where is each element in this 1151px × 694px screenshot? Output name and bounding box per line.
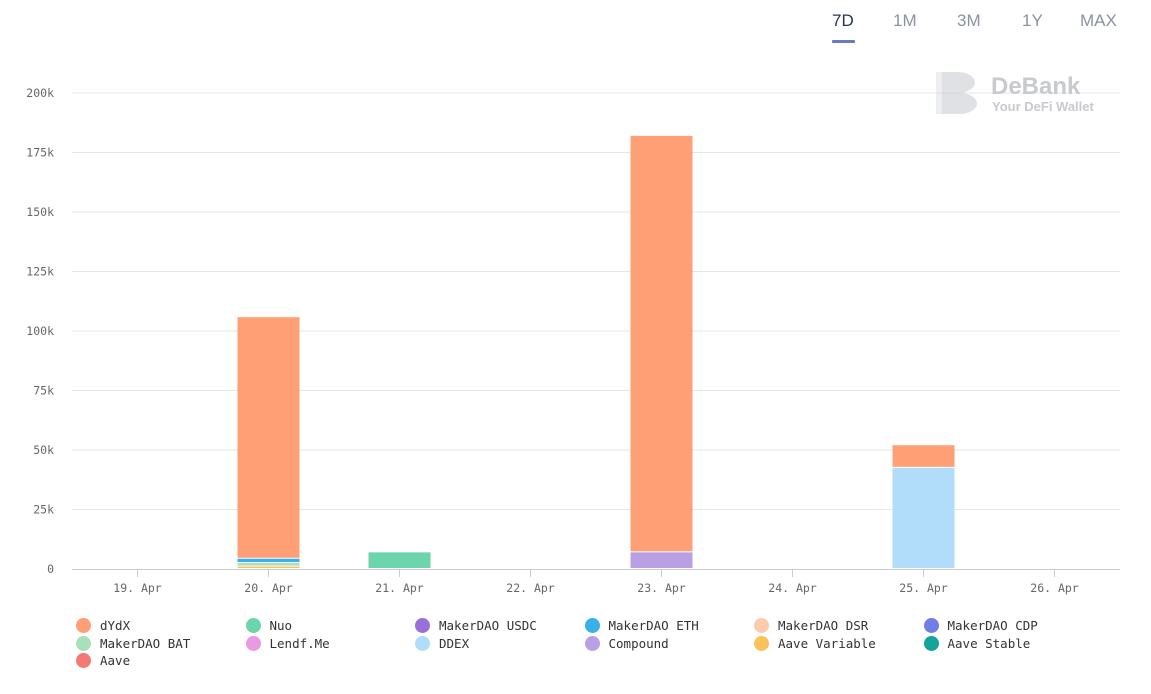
bar-segment <box>237 558 300 563</box>
legend-item[interactable]: MakerDAO USDC <box>415 617 537 634</box>
legend-item[interactable]: dYdX <box>76 617 130 634</box>
legend-label: MakerDAO ETH <box>608 618 699 633</box>
legend-swatch <box>923 635 939 651</box>
y-tick-label: 75k <box>33 384 54 398</box>
legend-label: Nuo <box>269 618 293 633</box>
legend-item[interactable]: MakerDAO DSR <box>754 617 868 634</box>
bar-segment <box>237 317 300 558</box>
bar-segment <box>630 135 693 552</box>
legend-label: Compound <box>608 635 669 651</box>
x-tick-label: 25. Apr <box>899 581 948 595</box>
y-tick-label: 200k <box>26 86 54 100</box>
legend-item[interactable]: Compound <box>584 635 669 652</box>
legend-item[interactable]: MakerDAO ETH <box>584 617 699 634</box>
y-tick-label: 25k <box>33 503 54 517</box>
legend-label: Aave Variable <box>778 635 876 651</box>
legend-swatch <box>76 618 91 633</box>
tab-1m[interactable]: 1M <box>893 11 917 30</box>
legend-item[interactable]: Nuo <box>245 617 293 634</box>
tab-1y[interactable]: 1Y <box>1022 11 1043 30</box>
x-tick-label: 21. Apr <box>375 581 424 595</box>
y-axis: 0 25k 50k 75k 100k 125k 150k 175k 200k <box>26 86 54 576</box>
legend: dYdX Nuo MakerDAO USDC MakerDAO ETH MakerDAO… <box>76 617 1136 677</box>
watermark-tagline: Your DeFi Wallet <box>992 99 1095 114</box>
legend-item[interactable]: Aave Stable <box>923 635 1031 652</box>
legend-swatch <box>415 635 430 651</box>
legend-label: Aave <box>100 653 131 668</box>
legend-swatch <box>584 618 600 633</box>
legend-label: dYdX <box>100 618 131 633</box>
gridlines <box>72 92 1120 510</box>
legend-item[interactable]: MakerDAO BAT <box>76 635 190 652</box>
time-range-tabs: 7D 1M 3M 1Y MAX <box>820 8 1135 48</box>
bar-segment <box>892 467 955 568</box>
legend-label: MakerDAO BAT <box>100 635 191 651</box>
x-tick-label: 23. Apr <box>637 581 686 595</box>
bar-segment <box>892 445 955 467</box>
tab-max[interactable]: MAX <box>1080 11 1117 30</box>
y-tick-label: 150k <box>26 205 54 219</box>
legend-label: MakerDAO DSR <box>778 618 869 633</box>
legend-label: MakerDAO USDC <box>439 618 537 633</box>
y-tick-label: 175k <box>26 146 54 160</box>
bar-segment <box>368 552 431 568</box>
watermark-brand: DeBank <box>991 73 1081 100</box>
legend-label: DDEX <box>439 635 470 651</box>
y-tick-label: 0 <box>47 562 54 576</box>
legend-swatch <box>923 618 939 633</box>
legend-label: Lendf.Me <box>269 635 330 651</box>
legend-swatch <box>245 635 261 651</box>
legend-item[interactable]: DDEX <box>415 635 469 652</box>
tab-3m[interactable]: 3M <box>957 11 981 30</box>
x-tick-label: 24. Apr <box>768 581 817 595</box>
legend-swatch <box>76 653 91 668</box>
legend-swatch <box>754 635 769 651</box>
bars <box>237 135 955 568</box>
stacked-bar-chart: DeBank Your DeFi Wallet 0 25k 50k 75k 100k 12… <box>26 72 1120 595</box>
legend-label: Aave Stable <box>947 635 1031 651</box>
x-tick-label: 26. Apr <box>1030 581 1079 595</box>
legend-item[interactable]: MakerDAO CDP <box>923 617 1038 634</box>
legend-swatch <box>245 618 261 633</box>
legend-swatch <box>76 635 91 651</box>
legend-swatch <box>584 635 600 651</box>
legend-swatch <box>754 618 769 633</box>
debank-logo-icon <box>936 72 977 114</box>
legend-item[interactable]: Aave <box>76 652 130 669</box>
active-tab-indicator <box>832 40 855 43</box>
legend-item[interactable]: Aave Variable <box>754 635 876 652</box>
bar-segment <box>630 552 693 568</box>
y-tick-label: 100k <box>26 324 54 338</box>
y-tick-label: 50k <box>33 443 54 457</box>
x-tick-label: 19. Apr <box>113 581 162 595</box>
x-tick-label: 20. Apr <box>244 581 293 595</box>
legend-swatch <box>415 618 430 633</box>
bar-segment <box>237 566 300 568</box>
legend-label: MakerDAO CDP <box>947 618 1038 633</box>
y-tick-label: 125k <box>26 265 54 279</box>
debank-watermark: DeBank Your DeFi Wallet <box>936 72 1095 114</box>
bar-segment <box>237 563 300 566</box>
x-tick-label: 22. Apr <box>506 581 555 595</box>
x-axis: 19. Apr 20. Apr 21. Apr 22. Apr 23. Apr 24. A… <box>72 569 1120 595</box>
tab-7d[interactable]: 7D <box>832 11 854 30</box>
legend-item[interactable]: Lendf.Me <box>245 635 330 652</box>
